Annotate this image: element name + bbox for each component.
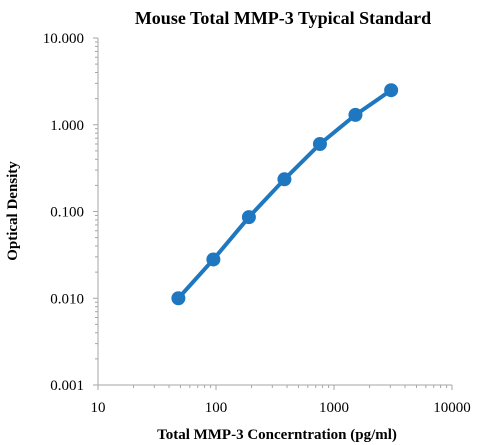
data-point bbox=[348, 107, 363, 122]
data-point bbox=[206, 252, 221, 267]
x-tick-label: 10 bbox=[91, 400, 106, 416]
x-tick-label: 100 bbox=[205, 400, 228, 416]
y-tick-label: 0.100 bbox=[50, 205, 84, 221]
x-axis-label: Total MMP-3 Concerntration (pg/ml) bbox=[157, 427, 397, 443]
plot-area bbox=[171, 83, 399, 306]
data-point bbox=[171, 291, 186, 306]
chart-title: Mouse Total MMP-3 Typical Standard bbox=[135, 8, 431, 28]
data-point bbox=[241, 210, 256, 225]
x-tick-label: 10000 bbox=[433, 400, 471, 416]
y-tick-label: 0.010 bbox=[50, 291, 84, 307]
ticks: 0.001 0.010 0.100 1.000 10.000 10 100 1000 10000 bbox=[43, 31, 471, 416]
data-point bbox=[277, 172, 292, 187]
y-axis-label: Optical Density bbox=[5, 161, 21, 261]
x-tick-label: 1000 bbox=[319, 400, 349, 416]
y-tick-label: 1.000 bbox=[50, 118, 84, 134]
y-tick-label: 0.001 bbox=[50, 378, 84, 394]
data-point bbox=[312, 136, 327, 151]
axes bbox=[97, 38, 452, 386]
y-tick-label: 10.000 bbox=[43, 31, 84, 47]
data-point bbox=[384, 83, 399, 98]
series-line bbox=[176, 88, 394, 301]
